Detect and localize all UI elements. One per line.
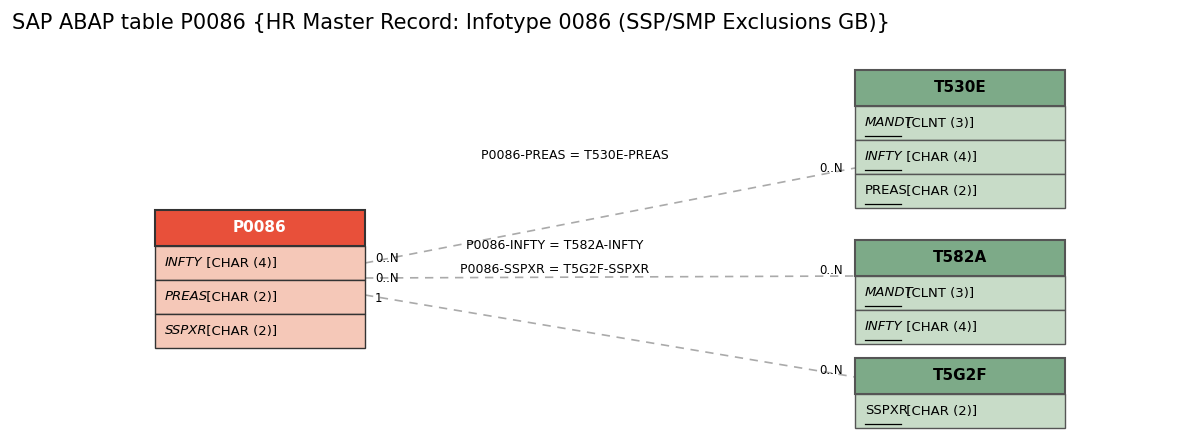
FancyBboxPatch shape [155, 210, 365, 246]
Text: [CHAR (2)]: [CHAR (2)] [902, 404, 978, 417]
FancyBboxPatch shape [854, 106, 1066, 140]
FancyBboxPatch shape [155, 246, 365, 280]
Text: [CHAR (4)]: [CHAR (4)] [203, 257, 277, 270]
Text: [CHAR (4)]: [CHAR (4)] [902, 151, 978, 163]
Text: T5G2F: T5G2F [932, 369, 988, 384]
Text: [CHAR (4)]: [CHAR (4)] [902, 321, 978, 333]
FancyBboxPatch shape [854, 174, 1066, 208]
Text: [CHAR (2)]: [CHAR (2)] [902, 185, 978, 198]
Text: INFTY: INFTY [865, 321, 902, 333]
Text: SSPXR: SSPXR [166, 325, 208, 337]
FancyBboxPatch shape [854, 310, 1066, 344]
FancyBboxPatch shape [854, 140, 1066, 174]
Text: PREAS: PREAS [865, 185, 908, 198]
Text: T582A: T582A [932, 250, 988, 266]
Text: P0086: P0086 [233, 221, 287, 235]
FancyBboxPatch shape [854, 70, 1066, 106]
Text: P0086-SSPXR = T5G2F-SSPXR: P0086-SSPXR = T5G2F-SSPXR [461, 263, 649, 276]
Text: T530E: T530E [934, 80, 986, 95]
Text: [CHAR (2)]: [CHAR (2)] [203, 325, 277, 337]
Text: P0086-INFTY = T582A-INFTY: P0086-INFTY = T582A-INFTY [467, 239, 643, 252]
FancyBboxPatch shape [854, 276, 1066, 310]
FancyBboxPatch shape [854, 394, 1066, 428]
FancyBboxPatch shape [155, 314, 365, 348]
Text: [CHAR (2)]: [CHAR (2)] [203, 290, 277, 304]
Text: [CLNT (3)]: [CLNT (3)] [902, 116, 974, 130]
Text: 0..N: 0..N [374, 271, 398, 285]
Text: INFTY: INFTY [865, 151, 902, 163]
Text: 0..N: 0..N [820, 162, 842, 174]
Text: MANDT: MANDT [865, 116, 913, 130]
Text: P0086-PREAS = T530E-PREAS: P0086-PREAS = T530E-PREAS [481, 149, 668, 162]
Text: SSPXR: SSPXR [865, 404, 908, 417]
Text: 0..N: 0..N [820, 364, 842, 377]
Text: SAP ABAP table P0086 {HR Master Record: Infotype 0086 (SSP/SMP Exclusions GB)}: SAP ABAP table P0086 {HR Master Record: … [12, 13, 890, 33]
Text: INFTY: INFTY [166, 257, 203, 270]
Text: 1: 1 [374, 292, 383, 305]
Text: MANDT: MANDT [865, 286, 913, 300]
Text: [CLNT (3)]: [CLNT (3)] [902, 286, 974, 300]
FancyBboxPatch shape [155, 280, 365, 314]
Text: 0..N: 0..N [374, 251, 398, 265]
Text: PREAS: PREAS [166, 290, 208, 304]
FancyBboxPatch shape [854, 358, 1066, 394]
Text: 0..N: 0..N [820, 263, 842, 277]
FancyBboxPatch shape [854, 240, 1066, 276]
